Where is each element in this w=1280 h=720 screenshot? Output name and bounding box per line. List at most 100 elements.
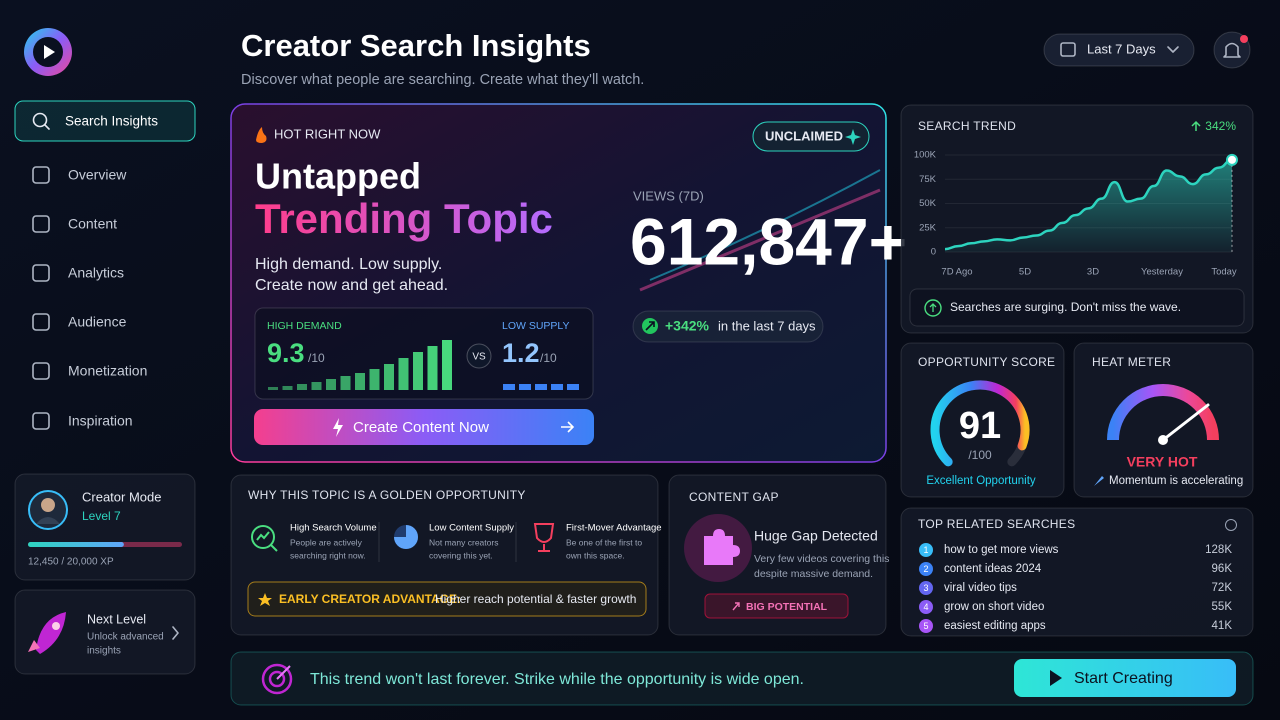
search-query[interactable]: grow on short video [944, 601, 1044, 613]
profile-title: Creator Mode [82, 489, 161, 504]
demand-score: 9.3 [267, 338, 305, 368]
avatar-body [36, 517, 60, 524]
avatar-face [41, 498, 55, 512]
search-query[interactable]: viral video tips [944, 582, 1017, 594]
bell-icon [1223, 42, 1241, 58]
change-value: +342% [665, 318, 710, 334]
potential-label: BIG POTENTIAL [746, 601, 828, 613]
supply-score: 1.2 [502, 338, 540, 368]
rank-badge [919, 600, 933, 614]
card-title: OPPORTUNITY SCORE [918, 355, 1055, 369]
date-range-button[interactable] [1043, 33, 1195, 67]
why-card [230, 474, 659, 636]
rocket-flame [28, 640, 40, 652]
supply-dash [567, 384, 579, 390]
nav-label: Monetization [68, 363, 147, 379]
status-label: UNCLAIMED [765, 128, 843, 143]
spark-bar [413, 352, 423, 390]
demand-supply-box [254, 307, 594, 400]
heat-note: Momentum is accelerating [1109, 475, 1243, 487]
reason-text: searching right now. [290, 550, 366, 560]
vs-circle [466, 343, 492, 369]
up-arrow [645, 321, 655, 331]
opportunity-rating: Excellent Opportunity [926, 475, 1036, 487]
demand-label: HIGH DEMAND [267, 320, 342, 332]
potential-badge [704, 593, 849, 619]
note-arrow [929, 303, 937, 312]
nav-icon [32, 215, 50, 233]
demand-sparkbars [268, 340, 452, 390]
trend-area [945, 159, 1232, 252]
card-title: WHY THIS TOPIC IS A GOLDEN OPPORTUNITY [248, 488, 526, 502]
advantage-text: Higher reach potential & faster growth [435, 592, 636, 606]
search-volume: 41K [1212, 620, 1233, 632]
spark-bar [442, 340, 452, 390]
search-volume: 96K [1212, 563, 1233, 575]
opportunity-max: /100 [968, 448, 992, 462]
profile-level: Level 7 [82, 509, 121, 523]
spark-bar [268, 387, 278, 390]
gap-text: Very few videos covering this [754, 553, 889, 565]
opportunity-score: 91 [959, 405, 1001, 447]
hero-title-line: Untapped [255, 156, 421, 197]
supply-dash [519, 384, 531, 390]
chevron [172, 626, 179, 640]
nav-label: Content [68, 216, 117, 232]
start-creating-label: Start Creating [1074, 670, 1173, 687]
search-volume: 128K [1205, 544, 1232, 556]
trophy-icon [533, 523, 555, 552]
supply-dash [535, 384, 547, 390]
info-icon[interactable] [1225, 519, 1237, 531]
y-tick-label: 75K [919, 174, 937, 185]
status-pill [752, 121, 870, 152]
rank-badge [919, 581, 933, 595]
puzzle-icon [704, 529, 740, 565]
next-level-card[interactable] [14, 589, 196, 675]
search-query[interactable]: how to get more views [944, 544, 1059, 556]
card-title: TOP RELATED SEARCHES [918, 517, 1075, 531]
search-query[interactable]: content ideas 2024 [944, 563, 1042, 575]
card-title: CONTENT GAP [689, 490, 779, 504]
xp-label: 12,450 / 20,000 XP [28, 557, 114, 568]
rank-number: 3 [923, 583, 928, 593]
reason-text: own this space. [566, 550, 625, 560]
search-query[interactable]: easiest editing apps [944, 620, 1046, 632]
views-value: 612,847+ [630, 204, 907, 278]
heat-arc [1107, 384, 1219, 441]
create-content-label: Create Content Now [353, 419, 489, 436]
trend-endpoint [1226, 153, 1238, 166]
dropdown-arrow [1167, 46, 1179, 53]
change-pill [632, 310, 824, 343]
nav-label: Overview [68, 167, 127, 183]
badge-arrow [732, 602, 740, 611]
x-tick-label: 3D [1087, 267, 1099, 278]
note-icon [924, 299, 942, 317]
nav-active[interactable] [14, 100, 196, 142]
trend-change: 342% [1205, 119, 1236, 133]
spark-bar [398, 358, 409, 390]
spark-bar [355, 373, 365, 390]
heat-meter-card [1073, 342, 1254, 498]
opportunity-gauge [930, 380, 1030, 467]
reason-text: Be one of the first to [566, 537, 642, 547]
date-range-label: Last 7 Days [1087, 41, 1156, 56]
rank-badge [919, 619, 933, 633]
nav-icon [32, 412, 50, 430]
sidebar: Search Insights Overview Content Analytics A… [14, 28, 196, 675]
search-icon [251, 525, 275, 549]
heat-level: VERY HOT [1127, 454, 1198, 470]
gap-text: despite massive demand. [754, 568, 873, 580]
related-searches-card [900, 507, 1254, 637]
search-volume: 72K [1212, 582, 1233, 594]
play-icon [1050, 670, 1062, 686]
start-creating-button[interactable] [1014, 659, 1236, 697]
nav-list: Search Insights Overview Content Analytics A… [32, 112, 158, 430]
heat-needle [1161, 403, 1210, 442]
spark-bar [282, 386, 293, 390]
nav-icon [32, 264, 50, 282]
nav-label: Audience [68, 314, 127, 330]
views-label: VIEWS (7D) [633, 188, 704, 203]
arrow-icon [561, 421, 575, 433]
